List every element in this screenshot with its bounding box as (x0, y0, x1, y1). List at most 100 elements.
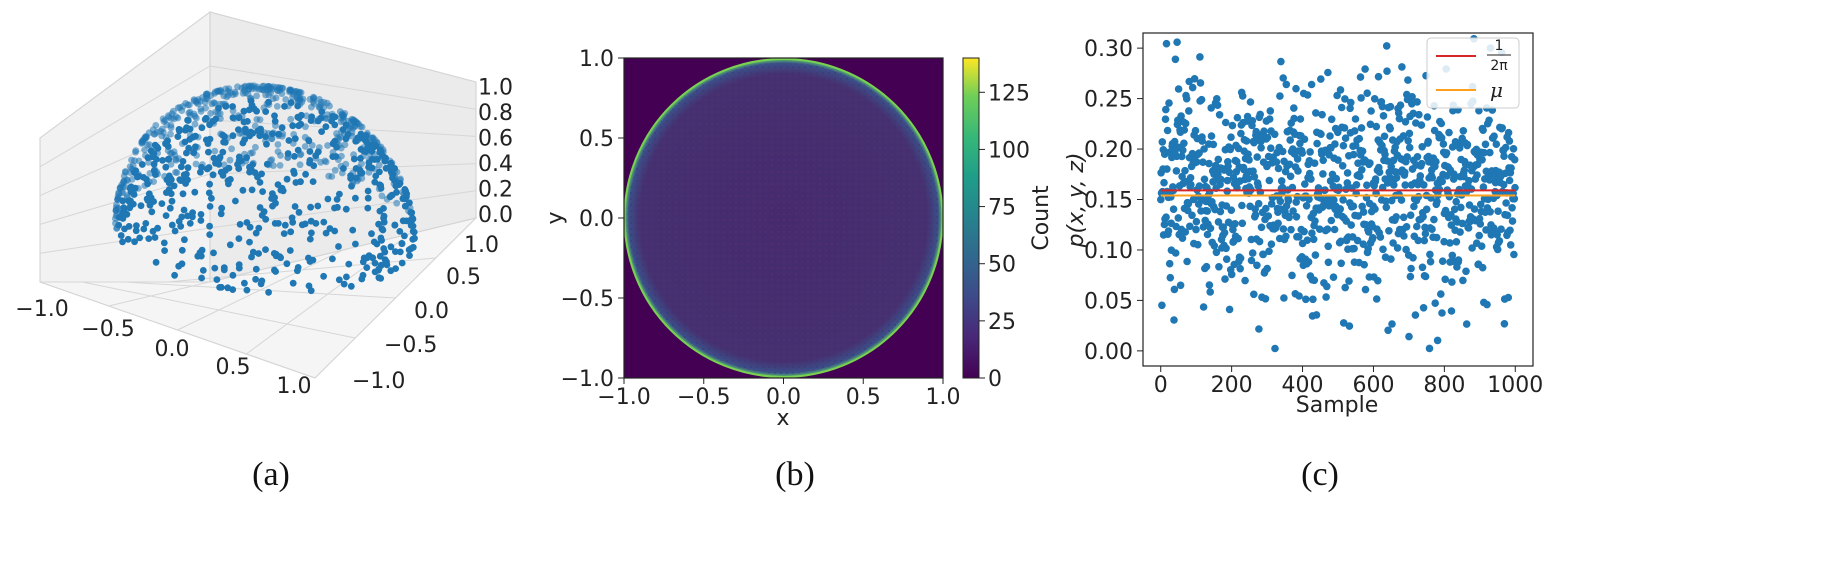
legend-label-mu: μ (1490, 78, 1503, 102)
data-point (197, 105, 205, 113)
data-point (252, 229, 260, 237)
data-point (306, 157, 314, 164)
data-point (1470, 205, 1479, 213)
x-tick-label: −1.0 (15, 297, 68, 322)
data-point (1324, 242, 1332, 251)
z-tick-label: 1.0 (478, 76, 513, 101)
data-point (1220, 228, 1229, 237)
data-point (1510, 155, 1519, 164)
data-point (1214, 218, 1223, 226)
data-point (272, 268, 279, 275)
data-point (398, 240, 406, 248)
data-point (1359, 208, 1368, 216)
data-point (1309, 295, 1317, 304)
data-point (197, 217, 205, 224)
data-point (364, 204, 372, 212)
data-point (364, 194, 372, 202)
data-point (1234, 144, 1243, 153)
data-point (392, 248, 399, 256)
data-point (283, 175, 291, 183)
data-point (1265, 115, 1274, 123)
data-point (1372, 122, 1381, 131)
data-point (363, 264, 371, 271)
data-point (1397, 196, 1406, 204)
y-tick-label: 0.05 (1084, 289, 1133, 314)
data-point (375, 220, 382, 228)
data-point (1213, 95, 1221, 103)
data-point (1364, 245, 1372, 253)
data-point (174, 133, 182, 141)
data-point (1199, 303, 1208, 311)
data-point (283, 260, 291, 268)
data-point (252, 265, 260, 273)
data-point (271, 112, 278, 120)
data-point (280, 230, 288, 238)
data-point (387, 267, 395, 275)
data-point (1236, 254, 1245, 263)
caption-b: (b) (775, 456, 815, 493)
data-point (271, 220, 279, 227)
data-point (261, 129, 268, 137)
data-point (1222, 244, 1230, 253)
data-point (1437, 119, 1446, 128)
data-point (1338, 162, 1347, 170)
data-point (1446, 239, 1454, 247)
data-point (389, 174, 396, 182)
data-point (189, 133, 197, 141)
data-point (343, 273, 350, 281)
data-point (1395, 114, 1404, 123)
data-point (124, 235, 132, 243)
data-point (1278, 147, 1287, 156)
grid-line (39, 65, 211, 168)
data-point (305, 254, 312, 262)
data-point (1210, 242, 1219, 250)
data-point (1265, 176, 1274, 185)
data-point (1345, 322, 1354, 330)
data-point (380, 212, 388, 220)
data-point (206, 135, 214, 143)
data-point (337, 133, 344, 141)
grid-line (314, 217, 477, 379)
data-point (153, 156, 160, 163)
data-point (1238, 219, 1247, 228)
data-point (1339, 141, 1348, 150)
y-tick-label: −0.5 (561, 287, 614, 312)
data-point (1423, 113, 1432, 121)
y-tick-label: 0.5 (579, 127, 614, 152)
data-point (1196, 53, 1204, 61)
data-point (1431, 299, 1439, 308)
data-point (1358, 202, 1366, 211)
data-point (1379, 112, 1388, 120)
data-point (342, 205, 350, 213)
data-point (218, 131, 226, 139)
data-point (210, 154, 218, 162)
data-point (371, 268, 379, 276)
data-point (306, 235, 314, 243)
data-point (1421, 229, 1430, 238)
data-point (1300, 135, 1309, 143)
data-point (154, 224, 162, 232)
data-point (1207, 132, 1216, 140)
data-point (407, 245, 415, 253)
data-point (1384, 326, 1392, 335)
data-point (1178, 234, 1187, 242)
data-point (268, 156, 276, 164)
data-point (240, 126, 248, 134)
data-point (1272, 158, 1281, 166)
data-point (246, 238, 253, 246)
data-point (224, 177, 232, 185)
data-point (1343, 179, 1352, 187)
data-point (1200, 145, 1208, 153)
data-point (1277, 57, 1285, 66)
data-point (175, 218, 183, 225)
colorbar-tick-label: 100 (988, 138, 1030, 163)
legend-label-denominator: 2π (1490, 58, 1508, 74)
data-point (1187, 180, 1195, 189)
grid-line (167, 257, 436, 283)
data-point (198, 163, 205, 171)
data-point (243, 219, 251, 226)
data-point (186, 220, 194, 227)
data-point (215, 155, 223, 163)
data-point (320, 272, 327, 280)
data-point (240, 118, 248, 126)
